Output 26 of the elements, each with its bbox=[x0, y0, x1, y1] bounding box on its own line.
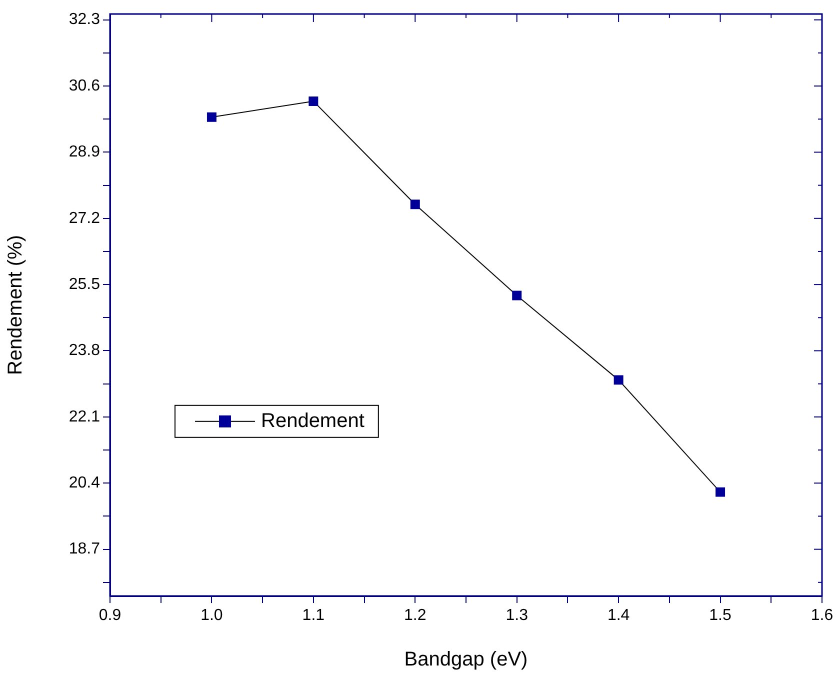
x-tick-label: 1.4 bbox=[607, 607, 630, 624]
x-tick-label: 1.6 bbox=[810, 607, 834, 624]
y-tick-label: 18.7 bbox=[68, 540, 100, 558]
point bbox=[410, 200, 420, 210]
point bbox=[512, 290, 522, 300]
x-axis-title: Bandgap (eV) bbox=[404, 648, 528, 671]
x-tick-label: 1.2 bbox=[404, 607, 426, 624]
x-tick-label: 1.3 bbox=[506, 607, 528, 624]
y-tick-label: 27.2 bbox=[68, 210, 100, 227]
y-tick-label: 20.4 bbox=[68, 474, 100, 492]
y-tick-label: 32.3 bbox=[68, 11, 100, 28]
legend-label: Rendement bbox=[261, 410, 365, 432]
y-axis-title: Rendement (%) bbox=[4, 234, 27, 376]
y-tick-label: 22.1 bbox=[68, 408, 100, 426]
text: 1.0 bbox=[200, 607, 223, 624]
point bbox=[716, 487, 726, 497]
point bbox=[308, 96, 318, 106]
x-tick-label: 1.1 bbox=[302, 607, 325, 624]
x-tick-label: 0.9 bbox=[98, 607, 122, 624]
y-tick-label: 30.6 bbox=[68, 77, 100, 94]
point bbox=[614, 375, 624, 385]
y-tick-label: 23.8 bbox=[68, 342, 100, 360]
x-tick-label: 1.5 bbox=[709, 607, 732, 624]
y-tick-label: 25.5 bbox=[68, 276, 100, 293]
point bbox=[206, 112, 216, 122]
y-tick-label: 28.9 bbox=[68, 144, 100, 161]
